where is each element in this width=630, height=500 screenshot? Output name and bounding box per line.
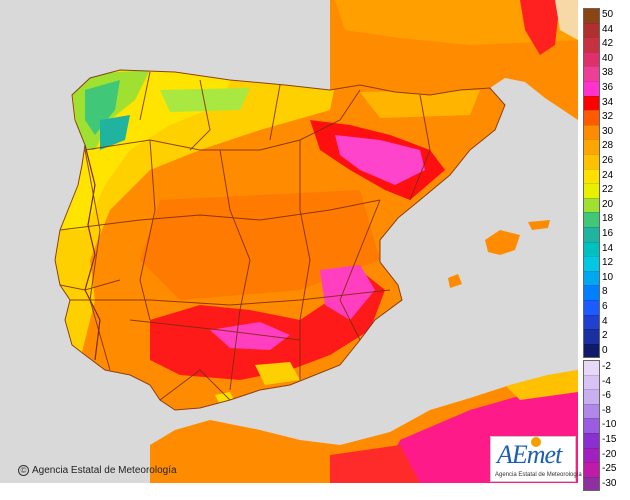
legend-swatch: [583, 154, 600, 169]
legend-label: 2: [602, 330, 608, 342]
map-canvas: [0, 0, 578, 483]
legend-swatch: [583, 285, 600, 300]
legend-label: 4: [602, 315, 608, 327]
logo-subtitle: Agencia Estatal de Meteorología: [495, 472, 582, 478]
legend-warm-frame: [583, 8, 600, 359]
legend-swatch: [583, 270, 600, 286]
legend-label: 36: [602, 82, 614, 93]
legend-label: -8: [602, 404, 611, 416]
legend-label: 6: [602, 301, 608, 312]
copyright-icon: ©: [18, 465, 29, 476]
legend-label: 0: [602, 344, 608, 356]
legend-label: -4: [602, 375, 611, 387]
legend-label: -25: [602, 463, 617, 475]
legend-swatch: [583, 212, 600, 227]
legend-label: -2: [602, 361, 611, 372]
legend-swatch: [583, 256, 600, 271]
legend-swatch: [583, 329, 600, 344]
logo-wordmark: AEmet: [497, 440, 562, 469]
legend-label: -15: [602, 434, 617, 445]
legend-label: -20: [602, 448, 617, 460]
legend-label: 24: [602, 169, 614, 181]
france-hot-spot: [520, 0, 560, 55]
france-north-field: [335, 0, 578, 45]
legend-label: -6: [602, 390, 611, 402]
legend-swatch: [583, 374, 600, 390]
legend-label: 10: [602, 271, 614, 283]
legend-swatch: [583, 476, 600, 492]
legend-label: 30: [602, 125, 614, 137]
credit-text: Agencia Estatal de Meteorología: [32, 465, 177, 476]
legend-label: 50: [602, 9, 614, 20]
temperature-legend: 50 44 42 40 38 36 34 32 30 28 26 24 22 20 18 16 14 12 10 8 6…: [583, 8, 630, 492]
legend-swatch: [583, 343, 600, 359]
legend-label: 16: [602, 228, 614, 239]
legend-swatch: [583, 22, 600, 38]
legend-swatch: [583, 139, 600, 154]
legend-swatch: [583, 241, 600, 257]
legend-swatch: [583, 314, 600, 330]
legend-label: 8: [602, 286, 608, 298]
legend-swatch: [583, 81, 600, 96]
legend-swatch: [583, 418, 600, 433]
legend-label: 28: [602, 140, 614, 152]
legend-swatch: [583, 51, 600, 67]
legend-swatch: [583, 37, 600, 52]
region-borders: [54, 69, 506, 411]
legend-label: 42: [602, 38, 614, 50]
legend-swatch: [583, 183, 600, 198]
legend-label: 40: [602, 52, 614, 64]
ibiza: [448, 274, 462, 288]
legend-label: 38: [602, 67, 614, 79]
legend-swatch: [583, 168, 600, 184]
legend-swatch: [583, 227, 600, 242]
portugal-border: [84, 144, 101, 361]
legend-label: -10: [602, 419, 617, 431]
legend-cold-frame: [583, 360, 600, 492]
legend-label: 14: [602, 242, 614, 254]
legend-label: 12: [602, 257, 614, 269]
legend-swatch: [583, 300, 600, 315]
legend-swatch: [583, 433, 600, 448]
temperature-map: [0, 0, 578, 483]
legend-swatch: [583, 403, 600, 419]
legend-label: 44: [602, 23, 614, 35]
legend-swatch: [583, 462, 600, 477]
logo-sun-icon: [531, 437, 541, 447]
legend-swatch: [583, 95, 600, 111]
france-pale-spot: [555, 0, 578, 40]
legend-label: 34: [602, 96, 614, 108]
legend-label: -30: [602, 477, 617, 489]
legend-swatch: [583, 124, 600, 140]
aemet-logo: AEmet Agencia Estatal de Meteorología: [490, 436, 582, 482]
menorca: [528, 220, 550, 230]
legend-label: 22: [602, 184, 614, 196]
legend-label: 20: [602, 198, 614, 210]
legend-label: 18: [602, 213, 614, 225]
legend-label: 26: [602, 155, 614, 166]
legend-swatch: [583, 110, 600, 125]
legend-swatch: [583, 389, 600, 404]
legend-swatch: [583, 66, 600, 81]
legend-swatch: [583, 197, 600, 213]
legend-swatch: [583, 447, 600, 463]
iberia-temperature-fields: [55, 70, 480, 405]
legend-label: 32: [602, 111, 614, 123]
mallorca: [485, 230, 520, 255]
